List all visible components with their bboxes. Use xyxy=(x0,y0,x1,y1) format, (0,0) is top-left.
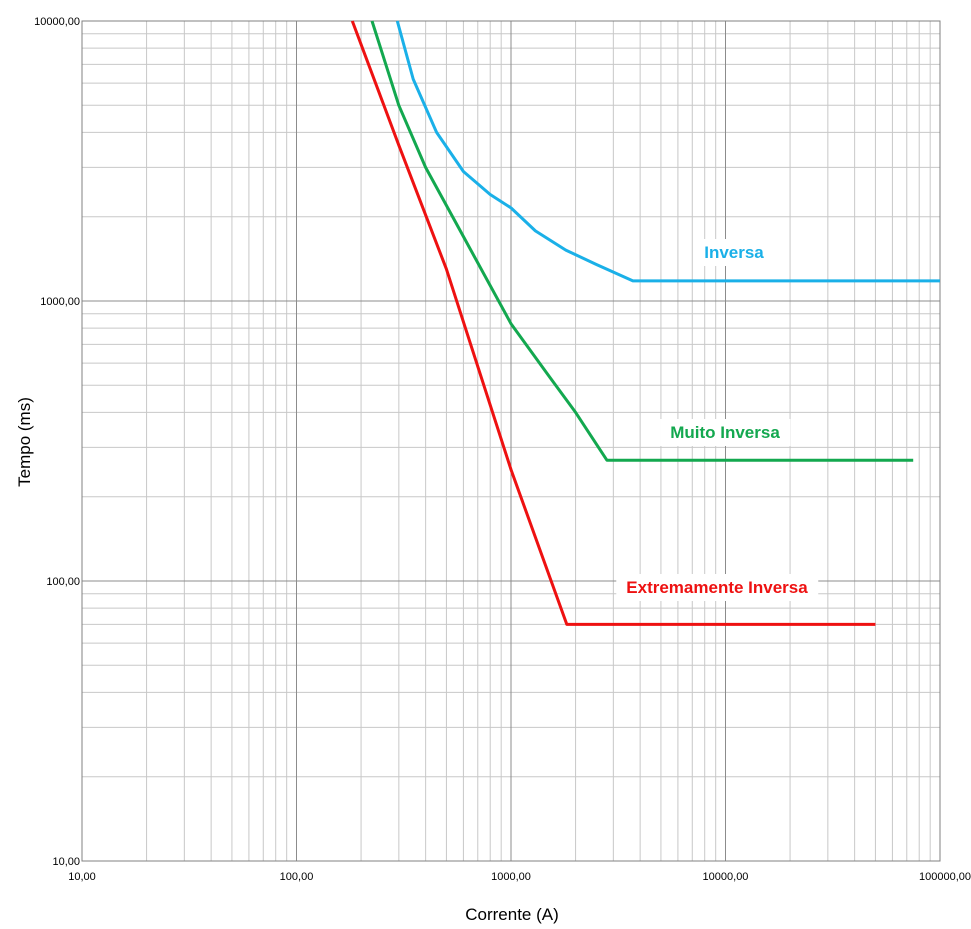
series-line xyxy=(350,20,876,626)
series-label-background xyxy=(616,574,819,601)
series-line xyxy=(370,20,914,462)
series-line xyxy=(395,20,940,283)
x-tick-label: 10000,00 xyxy=(703,871,749,883)
y-tick-label: 10000,00 xyxy=(34,16,80,28)
series-lines xyxy=(350,20,940,626)
x-tick-label: 100,00 xyxy=(280,871,314,883)
x-tick-label: 1000,00 xyxy=(491,871,531,883)
x-axis-title: Corrente (A) xyxy=(465,905,559,924)
series-label: Muito Inversa xyxy=(670,423,780,442)
y-tick-label: 1000,00 xyxy=(40,296,80,308)
y-axis-title: Tempo (ms) xyxy=(15,397,34,487)
x-tick-label: 10,00 xyxy=(68,871,96,883)
x-tick-labels: 10,00 100,00 1000,00 10000,00 100000,00 xyxy=(68,871,971,883)
series-label-background xyxy=(660,419,791,446)
series-label: Extremamente Inversa xyxy=(626,578,808,597)
series-label: Inversa xyxy=(704,243,764,262)
series-label-background xyxy=(694,239,775,266)
x-tick-label: 100000,00 xyxy=(919,871,971,883)
y-tick-labels: 10,00 100,00 1000,00 10000,00 xyxy=(34,16,80,868)
plot-area-frame xyxy=(81,20,941,862)
y-tick-label: 100,00 xyxy=(46,576,80,588)
series-labels: Inversa Muito Inversa Extremamente Inversa xyxy=(616,239,819,601)
y-tick-label: 10,00 xyxy=(52,856,80,868)
